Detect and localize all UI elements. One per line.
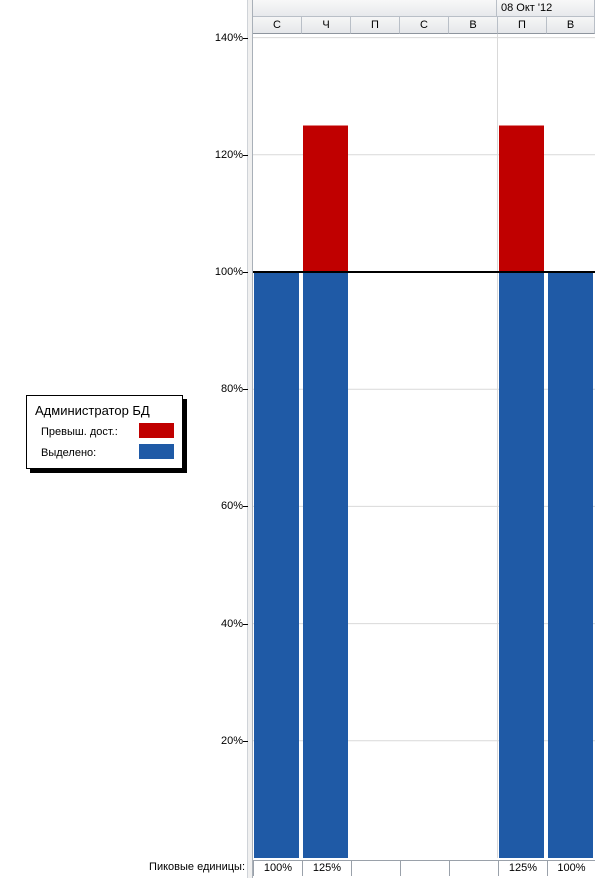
peak-units-label: Пиковые единицы: (149, 861, 245, 873)
y-tick-mark (243, 623, 248, 625)
peak-units-cell-1: 125% (302, 860, 351, 876)
peak-units-cell-4 (449, 860, 498, 876)
pane-splitter[interactable] (247, 0, 253, 878)
legend-label-allocated: Выделено: (41, 447, 97, 459)
timescale-day-6: В (547, 17, 595, 34)
y-tick-mark (243, 389, 248, 391)
timescale-day-2: П (351, 17, 400, 34)
chart-svg (253, 34, 595, 858)
peak-units-cell-6: 100% (547, 860, 595, 876)
y-tick-mark (243, 506, 248, 508)
bar-allocated-0 (254, 272, 299, 858)
y-tick-mark (243, 740, 248, 742)
timescale-week-label: 08 Окт '12 (501, 2, 553, 14)
timescale-day-4: В (449, 17, 498, 34)
y-tick-label: 120% (214, 148, 243, 161)
y-tick-label: 40% (220, 617, 243, 630)
y-tick-label: 60% (220, 500, 243, 513)
y-tick-label: 20% (220, 734, 243, 747)
chart-plot-area (253, 34, 595, 858)
legend-swatch-allocated (139, 444, 174, 459)
chart-legend: Администратор БД Превыш. дост.: Выделено… (26, 395, 183, 469)
legend-swatch-overallocated (139, 423, 174, 438)
y-tick-mark (243, 37, 248, 39)
timescale-week-prev (253, 0, 497, 17)
timescale-day-5: П (498, 17, 547, 34)
y-tick-label: 140% (214, 31, 243, 44)
peak-units-cell-5: 125% (498, 860, 547, 876)
timescale-day-3: С (400, 17, 449, 34)
timescale-day-1: Ч (302, 17, 351, 34)
timescale-week: 08 Окт '12 (497, 0, 595, 17)
y-tick-label: 100% (214, 266, 243, 278)
bar-overallocated-1 (303, 125, 348, 272)
y-tick-label: 80% (220, 383, 243, 396)
timescale-day-0: С (253, 17, 302, 34)
peak-units-cell-2 (351, 860, 400, 876)
peak-units-cell-0: 100% (253, 860, 302, 876)
legend-title: Администратор БД (35, 403, 150, 418)
bar-allocated-6 (548, 272, 593, 858)
y-tick-mark (243, 154, 248, 156)
peak-units-cell-3 (400, 860, 449, 876)
bar-allocated-5 (499, 272, 544, 858)
bar-allocated-1 (303, 272, 348, 858)
legend-label-overallocated: Превыш. дост.: (41, 426, 118, 438)
y-tick-mark (243, 272, 248, 273)
bar-overallocated-5 (499, 125, 544, 272)
